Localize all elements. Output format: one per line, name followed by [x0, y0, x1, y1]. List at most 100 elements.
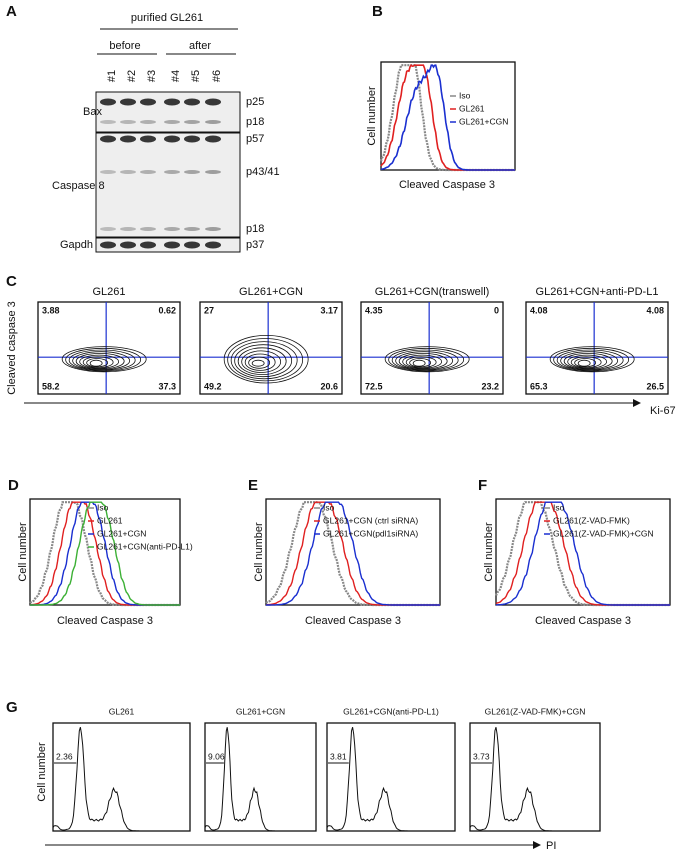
blot-band: [100, 120, 116, 124]
contour: [556, 349, 624, 371]
quadrant-value: 20.6: [320, 381, 338, 391]
panel-label: C: [6, 273, 17, 290]
plot-frame: [199, 301, 343, 395]
plot-title: GL261+CGN: [239, 286, 303, 298]
plot-frame: [204, 722, 317, 832]
group-label: before: [109, 40, 140, 52]
plot-title: GL261(Z-VAD-FMK)+CGN: [485, 706, 586, 716]
contour: [412, 359, 426, 367]
legend-entry: GL261(Z-VAD-FMK): [553, 515, 630, 525]
plot-frame: [37, 301, 181, 395]
y-axis-label: Cell number: [366, 86, 378, 146]
quadrant-value: 65.3: [530, 381, 548, 391]
legend-entry: GL261+CGN(pdl1siRNA): [323, 528, 418, 538]
blot-row-label: Gapdh: [60, 239, 93, 251]
band-label: p25: [246, 96, 264, 108]
panel-label: F: [478, 477, 487, 494]
contour: [89, 359, 103, 367]
histogram-curve: [204, 727, 316, 832]
quadrant-value: 0.62: [158, 305, 176, 315]
blot-band: [205, 227, 221, 231]
contour: [570, 356, 602, 369]
quadrant-value: 3.17: [320, 305, 338, 315]
contour: [230, 341, 298, 380]
blot-band: [100, 170, 116, 174]
blot: [95, 91, 241, 133]
blot-band: [100, 98, 116, 106]
contour: [567, 354, 608, 369]
blot-band: [184, 98, 200, 106]
contour: [391, 349, 459, 371]
contour: [82, 356, 114, 369]
contour: [72, 351, 131, 371]
blot-band: [205, 120, 221, 124]
legend-entry: Iso: [459, 90, 471, 100]
histogram-curve: [379, 64, 515, 172]
quadrant-value: 23.2: [481, 381, 499, 391]
x-axis-label: Cleaved Caspase 3: [57, 615, 153, 627]
contour: [237, 347, 287, 376]
legend-entry: GL261+CGN: [459, 116, 508, 126]
blot-band: [184, 227, 200, 231]
plot-frame: [52, 722, 191, 832]
blot-header: purified GL261: [131, 12, 203, 24]
blot-band: [140, 120, 156, 124]
contour: [402, 354, 443, 369]
plot-frame: [469, 722, 601, 832]
histogram-curve: [495, 501, 670, 606]
contour: [86, 358, 109, 368]
contour: [398, 353, 448, 370]
contour: [244, 353, 276, 371]
gate-value: 2.36: [56, 751, 73, 761]
contour: [405, 356, 437, 369]
band-label: p37: [246, 239, 264, 251]
plot-frame: [495, 498, 671, 606]
legend-entry: Iso: [97, 502, 109, 512]
plot-title: GL261: [109, 706, 135, 716]
blot-band: [205, 98, 221, 106]
blot-band: [140, 241, 156, 249]
blot-row-label: Bax: [83, 106, 102, 118]
blot-band: [205, 135, 221, 143]
contour: [227, 338, 304, 382]
plot-frame: [326, 722, 456, 832]
panel-label: E: [248, 477, 258, 494]
contour: [560, 351, 619, 371]
quadrant-value: 37.3: [158, 381, 176, 391]
blot-row-label: Caspase 8: [52, 180, 105, 192]
contour: [549, 346, 635, 373]
blot-band: [164, 170, 180, 174]
blot-band: [120, 98, 136, 106]
plot-title: GL261+CGN(anti-PD-L1): [343, 706, 439, 716]
lane-label: #4: [170, 70, 182, 82]
lane-label: #6: [211, 70, 223, 82]
contour: [68, 349, 136, 371]
contour: [574, 358, 597, 368]
quadrant-value: 27: [204, 305, 214, 315]
contour: [234, 344, 293, 378]
lane-label: #2: [126, 70, 138, 82]
gate-value: 9.06: [208, 751, 225, 761]
blot-band: [120, 170, 136, 174]
blot-band: [205, 241, 221, 249]
quadrant-value: 0: [494, 305, 499, 315]
blot: [95, 132, 241, 238]
y-axis-label: Cell number: [36, 742, 48, 802]
histogram-curve: [266, 501, 440, 606]
histogram-curve: [30, 501, 180, 606]
blot-band: [100, 227, 116, 231]
contour: [223, 335, 309, 384]
blot-band: [164, 98, 180, 106]
blot-band: [164, 120, 180, 124]
contour: [79, 354, 120, 369]
legend-entry: GL261: [459, 103, 485, 113]
blot-band: [120, 135, 136, 143]
quadrant-value: 3.88: [42, 305, 60, 315]
blot-band: [100, 241, 116, 249]
y-axis-label: Cell number: [483, 522, 495, 582]
legend-entry: Iso: [553, 502, 565, 512]
blot-band: [140, 135, 156, 143]
legend-entry: GL261+CGN (ctrl siRNA): [323, 515, 418, 525]
contour: [577, 359, 591, 367]
